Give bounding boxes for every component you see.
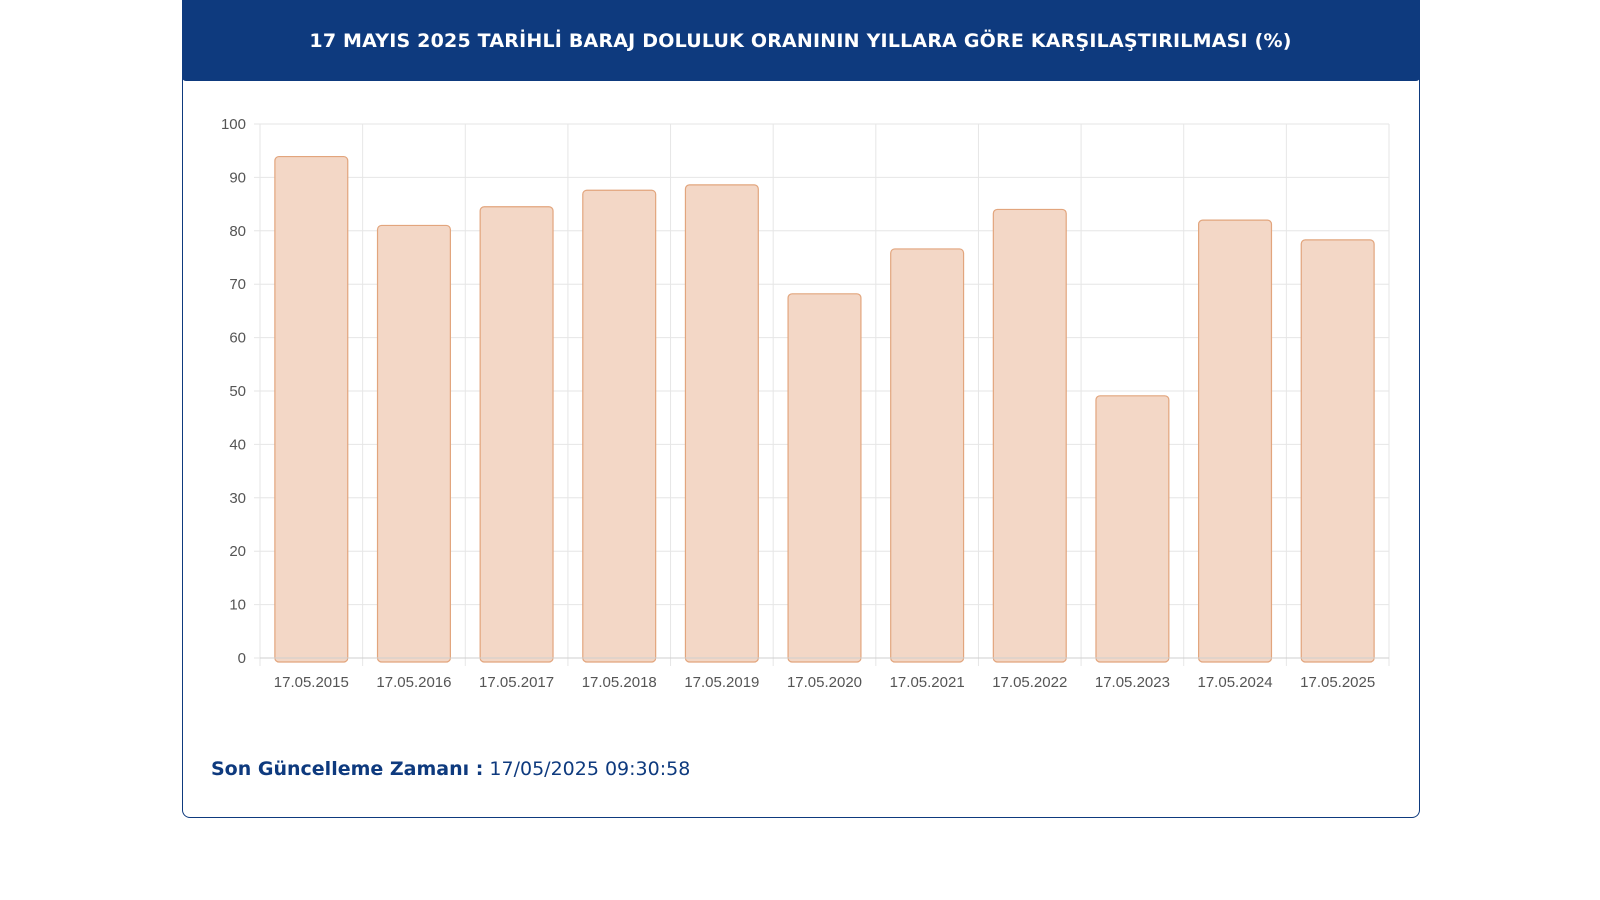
bar-17.05.2015[interactable] — [274, 155, 349, 663]
y-tick-label: 20 — [229, 543, 246, 560]
bar-17.05.2022[interactable] — [992, 208, 1067, 663]
y-tick-label: 80 — [229, 223, 246, 240]
y-tick-label: 50 — [229, 383, 246, 400]
y-tick-label: 60 — [229, 330, 246, 347]
chart-header: 17 MAYIS 2025 TARİHLİ BARAJ DOLULUK ORAN… — [181, 0, 1420, 81]
x-tick-label: 17.05.2021 — [890, 674, 965, 691]
bar-17.05.2021[interactable] — [890, 248, 965, 663]
x-tick-label: 17.05.2019 — [684, 674, 759, 691]
x-tick-label: 17.05.2022 — [992, 674, 1067, 691]
y-tick-label: 90 — [229, 169, 246, 186]
bar-chart: 0 10 20 30 40 50 60 70 80 90 100 17.05.2015 17.05.20… — [221, 116, 1390, 691]
x-tick-label: 17.05.2017 — [479, 674, 554, 691]
y-tick-label: 10 — [229, 597, 246, 614]
x-tick-label: 17.05.2020 — [787, 674, 862, 691]
bar-17.05.2025[interactable] — [1300, 239, 1375, 663]
x-tick-label: 17.05.2015 — [274, 674, 349, 691]
bar-17.05.2018[interactable] — [582, 189, 657, 663]
last-update-value: 17/05/2025 09:30:58 — [489, 758, 691, 780]
bar-17.05.2016[interactable] — [376, 224, 451, 663]
y-tick-label: 0 — [238, 650, 246, 667]
x-tick-label: 17.05.2018 — [582, 674, 657, 691]
y-tick-label: 40 — [229, 436, 246, 453]
x-tick-label: 17.05.2024 — [1198, 674, 1273, 691]
y-tick-label: 70 — [229, 276, 246, 293]
bar-17.05.2024[interactable] — [1198, 219, 1273, 663]
bar-17.05.2017[interactable] — [479, 206, 554, 663]
y-tick-label: 30 — [229, 490, 246, 507]
chart-title: 17 MAYIS 2025 TARİHLİ BARAJ DOLULUK ORAN… — [309, 29, 1292, 52]
x-tick-label: 17.05.2016 — [376, 674, 451, 691]
bar-17.05.2023[interactable] — [1095, 395, 1170, 663]
last-update-label: Son Güncelleme Zamanı : — [211, 758, 484, 780]
x-tick-label: 17.05.2025 — [1300, 674, 1375, 691]
x-tick-label: 17.05.2023 — [1095, 674, 1170, 691]
y-tick-label: 100 — [221, 116, 246, 133]
bar-17.05.2020[interactable] — [787, 293, 862, 663]
chart-card: 17 MAYIS 2025 TARİHLİ BARAJ DOLULUK ORAN… — [181, 0, 1420, 818]
bar-17.05.2019[interactable] — [684, 184, 759, 663]
last-update: Son Güncelleme Zamanı : 17/05/2025 09:30… — [211, 758, 690, 780]
